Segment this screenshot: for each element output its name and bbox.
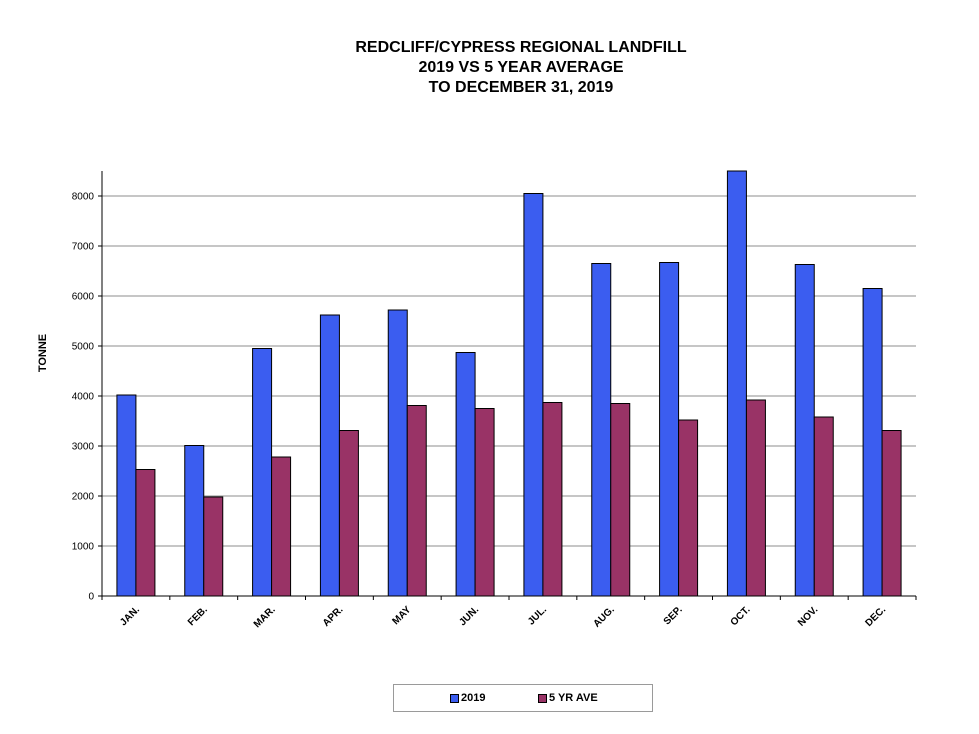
bar-2019: [184, 445, 205, 597]
bar-5-yr-ave: [542, 402, 563, 597]
bar-2019: [862, 288, 883, 597]
y-tick-label: 7000: [72, 242, 95, 253]
bar-5-yr-ave: [203, 496, 224, 597]
bar-2019: [252, 348, 273, 597]
chart-title-line-3: TO DECEMBER 31, 2019: [428, 79, 614, 96]
bar-2019: [523, 193, 544, 597]
y-tick-label: 2000: [72, 492, 95, 503]
legend-swatch-5-yr-ave: [538, 693, 547, 703]
legend-label-5-yr-ave: 5 YR AVE: [549, 692, 598, 704]
x-tick-label: JAN.: [118, 604, 142, 628]
x-tick-label: JUL.: [526, 604, 549, 627]
bar-2019: [794, 264, 815, 597]
bar-5-yr-ave: [406, 405, 427, 597]
bar-5-yr-ave: [135, 469, 156, 597]
y-tick-label: 1000: [72, 542, 95, 553]
y-axis-label: TONNE: [37, 334, 49, 372]
legend-item-5-yr-ave: 5 YR AVE: [538, 692, 598, 704]
x-tick-label: FEB.: [186, 604, 210, 628]
y-tick-labels: 0 1000 2000 3000 4000 5000 6000 7000 8000: [72, 192, 95, 603]
bar-2019: [659, 262, 680, 597]
x-tick-label: JUN.: [457, 604, 481, 628]
legend-item-2019: 2019: [450, 692, 485, 704]
bar-5-yr-ave: [813, 416, 834, 597]
x-tick-label: SEP.: [662, 604, 685, 627]
bar-5-yr-ave: [474, 408, 495, 597]
chart-title-line-2: 2019 VS 5 YEAR AVERAGE: [418, 59, 624, 76]
x-tick-label: DEC.: [864, 604, 889, 629]
y-tick-label: 3000: [72, 442, 95, 453]
bar-5-yr-ave: [271, 456, 292, 597]
axes: [98, 171, 917, 600]
legend-label-2019: 2019: [461, 692, 486, 704]
gridlines: [102, 195, 916, 547]
x-tick-label: NOV.: [796, 604, 821, 629]
bar-5-yr-ave: [745, 399, 766, 597]
x-tick-label: MAY: [391, 604, 414, 627]
y-tick-label: 0: [88, 592, 94, 603]
bar-chart: 0 1000 2000 3000 4000 5000 6000 7000 8000 JAN. FE…: [37, 170, 917, 630]
chart-title-line-1: REDCLIFF/CYPRESS REGIONAL LANDFILL: [355, 39, 687, 56]
bar-2019: [591, 263, 612, 597]
x-tick-label: MAR.: [252, 604, 278, 630]
bar-2019: [319, 314, 340, 597]
legend: 2019 5 YR AVE: [393, 684, 653, 712]
bar-5-yr-ave: [881, 430, 902, 597]
x-tick-label: OCT.: [729, 604, 753, 628]
legend-swatch-2019: [450, 693, 459, 703]
x-tick-label: AUG.: [591, 604, 617, 630]
bar-2019: [455, 352, 476, 597]
x-tick-label: APR.: [321, 604, 346, 629]
y-tick-label: 8000: [72, 192, 95, 203]
x-tick-labels: JAN. FEB. MAR. APR. MAY JUN. JUL. AUG. SEP. OCT. N…: [118, 604, 888, 630]
bar-5-yr-ave: [610, 403, 631, 597]
bar-2019: [116, 394, 137, 597]
bar-5-yr-ave: [338, 430, 359, 597]
y-tick-label: 6000: [72, 292, 95, 303]
y-tick-label: 5000: [72, 342, 95, 353]
bar-2019: [726, 170, 747, 597]
chart-title: REDCLIFF/CYPRESS REGIONAL LANDFILL 2019 …: [0, 38, 979, 98]
bar-2019: [387, 309, 408, 597]
y-tick-label: 4000: [72, 392, 95, 403]
bars: [116, 170, 902, 597]
bar-5-yr-ave: [678, 419, 699, 597]
